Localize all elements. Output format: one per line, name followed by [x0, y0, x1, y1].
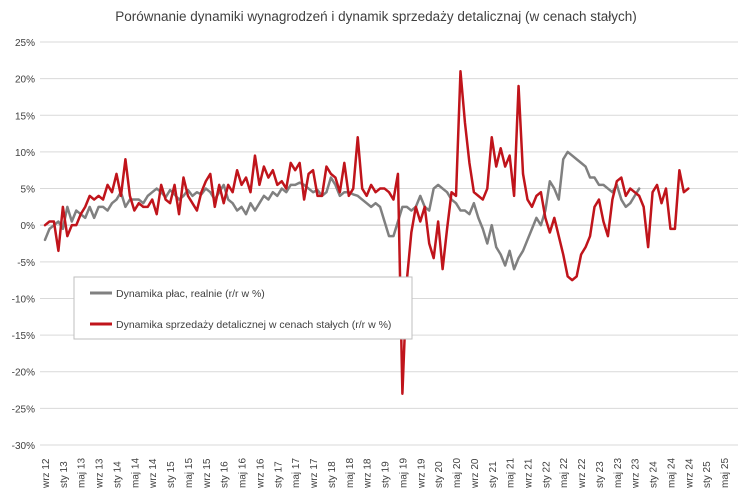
grid [40, 41, 738, 446]
x-tick-label: wrz 24 [684, 458, 695, 489]
x-tick-label: wrz 18 [363, 458, 374, 489]
x-tick-label: maj 22 [559, 458, 570, 488]
x-tick-label: sty 15 [166, 461, 177, 488]
y-tick-label: -5% [17, 258, 35, 269]
y-tick-label: -30% [12, 441, 35, 452]
x-tick-label: wrz 21 [523, 458, 534, 489]
x-tick-label: sty 22 [541, 461, 552, 488]
x-tick-label: sty 18 [327, 461, 338, 488]
y-tick-label: -10% [12, 294, 35, 305]
x-tick-label: wrz 13 [95, 458, 106, 489]
x-tick-label: maj 21 [506, 458, 517, 488]
y-tick-label: -15% [12, 331, 35, 342]
x-tick-label: sty 21 [488, 461, 499, 488]
x-tick-label: maj 24 [666, 458, 677, 488]
x-tick-label: sty 13 [59, 461, 70, 488]
legend: Dynamika płac, realnie (r/r w %) Dynamik… [73, 276, 413, 340]
x-tick-label: wrz 14 [148, 458, 159, 489]
x-tick-label: maj 16 [238, 458, 249, 488]
x-tick-label: wrz 16 [255, 458, 266, 489]
x-tick-label: maj 18 [345, 458, 356, 488]
x-tick-label: sty 23 [595, 461, 606, 488]
y-tick-label: 20% [15, 75, 35, 86]
x-tick-label: maj 19 [398, 458, 409, 488]
y-tick-label: 5% [21, 185, 36, 196]
x-tick-label: sty 20 [434, 461, 445, 488]
x-tick-label: wrz 23 [631, 458, 642, 489]
series-lines [43, 70, 690, 395]
y-tick-label: 15% [15, 111, 35, 122]
y-tick-label: 0% [21, 221, 36, 232]
x-tick-label: wrz 17 [309, 458, 320, 489]
x-tick-label: sty 25 [702, 461, 713, 488]
y-tick-label: -25% [12, 404, 35, 415]
x-tick-label: wrz 20 [470, 458, 481, 489]
x-tick-label: wrz 12 [41, 458, 52, 489]
y-axis: 25% 20% 15% 10% 5% 0% -5% -10% -15% -20% -25% -30% [12, 38, 35, 452]
y-tick-label: -20% [12, 368, 35, 379]
legend-box [73, 276, 413, 340]
chart-title: Porównanie dynamiki wynagrodzeń i dynami… [115, 9, 637, 24]
series-line-wages [43, 150, 641, 271]
legend-label-retail: Dynamika sprzedaży detalicznej w cenach … [116, 319, 391, 331]
x-tick-label: maj 14 [130, 458, 141, 488]
x-tick-label: maj 17 [291, 458, 302, 488]
y-tick-label: 25% [15, 38, 35, 49]
y-tick-label: 10% [15, 148, 35, 159]
x-tick-label: sty 17 [273, 461, 284, 488]
x-tick-label: wrz 15 [202, 458, 213, 489]
x-tick-label: wrz 22 [577, 458, 588, 489]
x-tick-label: maj 15 [184, 458, 195, 488]
x-tick-label: sty 24 [649, 461, 660, 488]
x-tick-label: sty 16 [220, 461, 231, 488]
x-axis: wrz 12 sty 13 maj 13 wrz 13 sty 14 maj 14 wrz … [41, 458, 731, 489]
series-line-retail [43, 70, 690, 395]
x-tick-label: sty 19 [381, 461, 392, 488]
x-tick-label: sty 14 [112, 461, 123, 488]
x-tick-label: maj 25 [720, 458, 731, 488]
x-tick-label: maj 23 [613, 458, 624, 488]
x-tick-label: wrz 19 [416, 458, 427, 489]
legend-label-wages: Dynamika płac, realnie (r/r w %) [116, 288, 265, 300]
x-tick-label: maj 20 [452, 458, 463, 488]
x-tick-label: maj 13 [77, 458, 88, 488]
